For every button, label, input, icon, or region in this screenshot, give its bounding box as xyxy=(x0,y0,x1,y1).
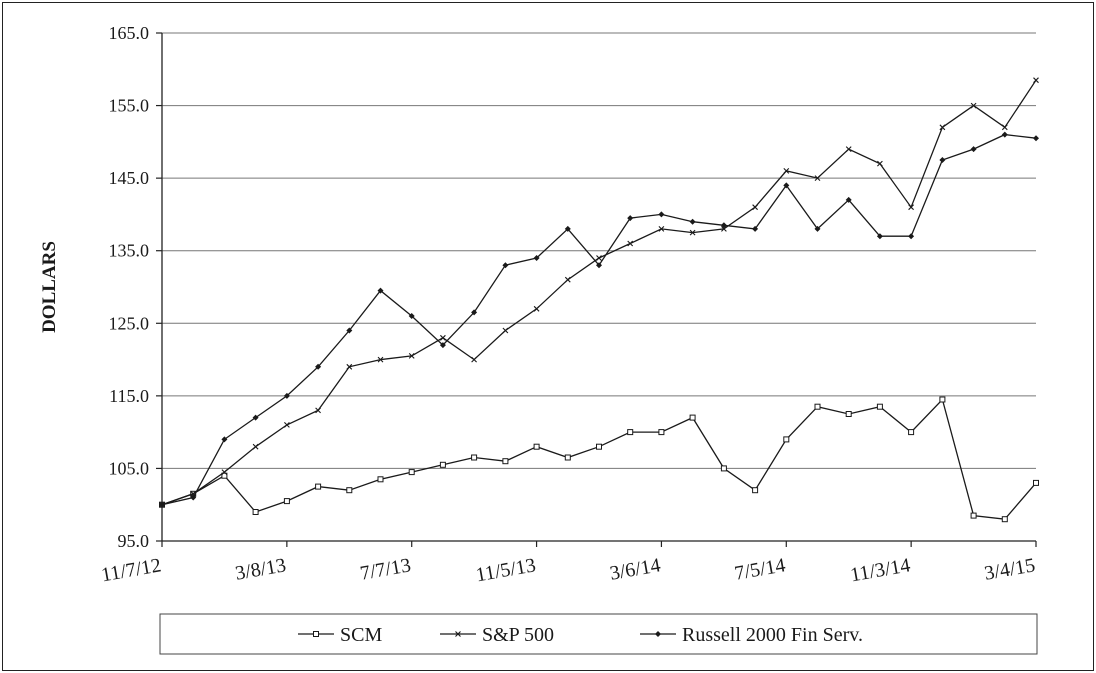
x-tick-label: 3/6/14 xyxy=(608,554,662,585)
y-tick-label: 105.0 xyxy=(109,458,150,478)
y-tick-label: 165.0 xyxy=(109,23,150,43)
series-line-russell-2000-fin-serv xyxy=(159,131,1039,508)
legend: SCM S&P 500 Russell 2000 Fin Serv. xyxy=(159,613,1038,655)
y-axis-label: DOLLARS xyxy=(39,241,60,333)
y-tick-label: 125.0 xyxy=(109,313,150,333)
axes xyxy=(156,32,1037,547)
gridlines xyxy=(162,32,1036,469)
y-tick-label: 115.0 xyxy=(109,386,149,406)
x-tick-labels: 11/7/12 3/8/13 7/7/13 11/5/13 3/6/14 7/5/14 11… xyxy=(100,554,1037,586)
y-tick-labels: 95.0 105.0 115.0 125.0 135.0 145.0 155.0 165.0 xyxy=(109,23,150,551)
y-tick-label: 145.0 xyxy=(109,168,150,188)
x-tick-label: 3/4/15 xyxy=(983,554,1037,585)
x-tick-label: 7/5/14 xyxy=(733,554,787,585)
x-tick-label: 11/7/12 xyxy=(100,554,163,586)
series-layer xyxy=(159,77,1039,523)
x-tick-label: 11/5/13 xyxy=(474,554,537,586)
y-tick-label: 95.0 xyxy=(118,531,150,551)
legend-label-s-p-500: S&P 500 xyxy=(482,624,554,646)
x-tick-label: 3/8/13 xyxy=(234,554,288,585)
legend-box xyxy=(159,613,1038,655)
legend-label-scm: SCM xyxy=(340,624,382,646)
x-tick-label: 11/3/14 xyxy=(849,554,912,586)
y-tick-label: 155.0 xyxy=(109,96,150,116)
series-line-scm xyxy=(159,396,1039,523)
series-line-s-p-500 xyxy=(159,77,1039,508)
legend-label-russell-2000-fin-serv: Russell 2000 Fin Serv. xyxy=(682,624,863,646)
y-tick-label: 135.0 xyxy=(109,241,150,261)
x-tick-label: 7/7/13 xyxy=(358,554,412,585)
